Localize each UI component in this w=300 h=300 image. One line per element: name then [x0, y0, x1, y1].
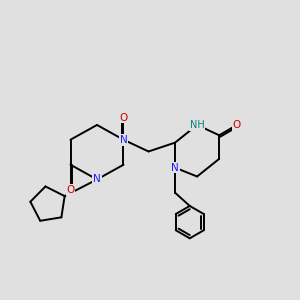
Text: O: O	[119, 112, 128, 123]
Text: N: N	[171, 163, 179, 173]
Text: N: N	[120, 135, 128, 145]
Text: O: O	[233, 120, 241, 130]
Text: N: N	[93, 174, 101, 184]
Text: O: O	[66, 185, 75, 195]
Text: NH: NH	[190, 120, 205, 130]
